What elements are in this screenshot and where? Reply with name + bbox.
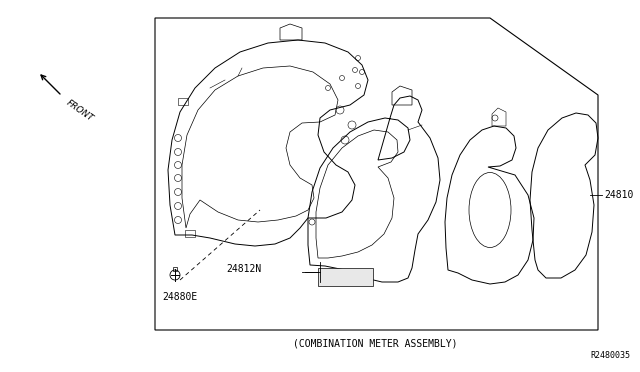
Text: (COMBINATION METER ASSEMBLY): (COMBINATION METER ASSEMBLY) bbox=[292, 339, 457, 349]
Bar bbox=[318, 268, 373, 286]
Bar bbox=[185, 230, 195, 237]
Text: FRONT: FRONT bbox=[65, 98, 95, 123]
Bar bbox=[173, 267, 177, 271]
Text: 24810: 24810 bbox=[604, 190, 634, 200]
Text: 24880E: 24880E bbox=[162, 292, 197, 302]
Bar bbox=[178, 98, 188, 105]
Text: R2480035: R2480035 bbox=[590, 352, 630, 360]
Text: 24812N: 24812N bbox=[227, 264, 262, 274]
